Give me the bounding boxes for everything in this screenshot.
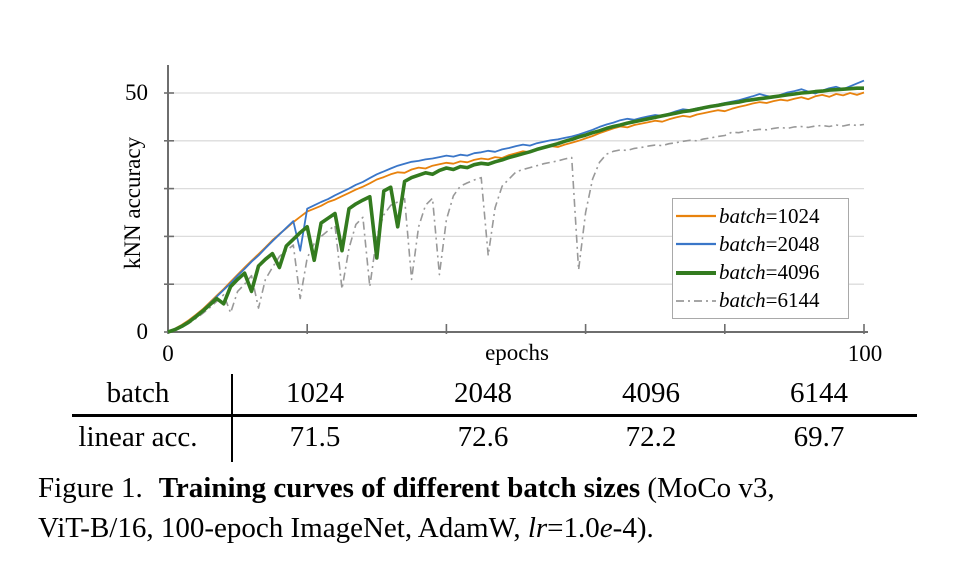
caption-figure-number: Figure 1.	[38, 472, 143, 504]
caption-e-italic: e	[599, 512, 613, 544]
table-cell-acc-4096: 72.2	[625, 421, 677, 453]
caption-detail: -4).	[612, 512, 654, 544]
caption-detail: =1.0	[547, 512, 600, 544]
table-row1-label: batch	[106, 376, 170, 409]
legend-line-sample-6144	[676, 299, 716, 302]
table-cell-batch-4096: 4096	[622, 376, 680, 409]
x-tick-label-100: 100	[847, 341, 883, 366]
x-tick-label-0: 0	[162, 341, 174, 366]
legend-label: batch=6144	[719, 288, 820, 313]
chart-plot-area	[164, 65, 868, 334]
legend-label: batch=4096	[719, 260, 820, 285]
table-cell-batch-2048: 2048	[454, 376, 512, 409]
training-curves-chart: kNN accuracy 50 0 0 100 epochs batch=102…	[120, 65, 883, 366]
caption-detail: ViT-B/16, 100-epoch ImageNet, AdamW,	[38, 512, 528, 544]
caption-detail-start: (MoCo v3,	[640, 472, 775, 504]
legend-item-batch-2048: batch=2048	[673, 230, 848, 258]
table-cell-acc-6144: 69.7	[793, 421, 845, 453]
legend-label: batch=2048	[719, 231, 820, 256]
legend-item-batch-1024: batch=1024	[673, 202, 848, 230]
figure-caption: Figure 1. Training curves of different ba…	[38, 468, 958, 548]
table-horizontal-rule	[72, 414, 917, 417]
caption-title: Training curves of different batch sizes	[158, 472, 641, 504]
caption-lr-italic: lr	[527, 512, 548, 544]
y-tick-label-0: 0	[136, 319, 149, 344]
legend-item-batch-6144: batch=6144	[673, 287, 848, 315]
caption-line-2: ViT-B/16, 100-epoch ImageNet, AdamW, lr=…	[38, 508, 958, 548]
legend-line-sample-1024	[676, 215, 716, 218]
table-cell-batch-6144: 6144	[790, 376, 848, 409]
legend-label: batch=1024	[719, 203, 820, 228]
table-row2-label: linear acc.	[78, 421, 198, 453]
y-axis-label: kNN accuracy	[120, 136, 145, 270]
table-cell-acc-2048: 72.6	[457, 421, 509, 453]
chart-legend: batch=1024 batch=2048 batch=4096 batch=6…	[672, 198, 849, 319]
x-axis-label: epochs	[485, 340, 549, 365]
y-tick-label-50: 50	[125, 80, 148, 105]
table-vertical-rule	[231, 374, 233, 462]
results-table: batch 1024 2048 4096 6144 linear acc. 71…	[45, 372, 903, 461]
legend-line-sample-2048	[676, 243, 716, 246]
table-cell-batch-1024: 1024	[286, 376, 344, 409]
legend-item-batch-4096: batch=4096	[673, 259, 848, 287]
table-cell-acc-1024: 71.5	[289, 421, 341, 453]
legend-line-sample-4096	[676, 270, 716, 275]
caption-line-1: Figure 1. Training curves of different ba…	[38, 468, 958, 508]
